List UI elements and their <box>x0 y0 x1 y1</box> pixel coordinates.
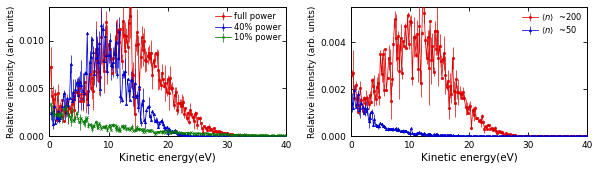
Legend: full power, 40% power, 10% power: full power, 40% power, 10% power <box>214 11 282 43</box>
Legend: $\langle n\rangle$  ~200, $\langle n\rangle$  ~50: $\langle n\rangle$ ~200, $\langle n\rang… <box>521 11 583 37</box>
Y-axis label: Relative intensity (arb. units): Relative intensity (arb. units) <box>308 5 317 138</box>
X-axis label: Kinetic energy(eV): Kinetic energy(eV) <box>119 153 216 163</box>
Y-axis label: Relative intensity (arb. units): Relative intensity (arb. units) <box>7 5 16 138</box>
X-axis label: Kinetic energy(eV): Kinetic energy(eV) <box>421 153 517 163</box>
